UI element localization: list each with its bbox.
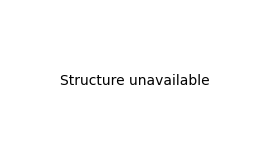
- Text: Structure unavailable: Structure unavailable: [60, 74, 209, 88]
